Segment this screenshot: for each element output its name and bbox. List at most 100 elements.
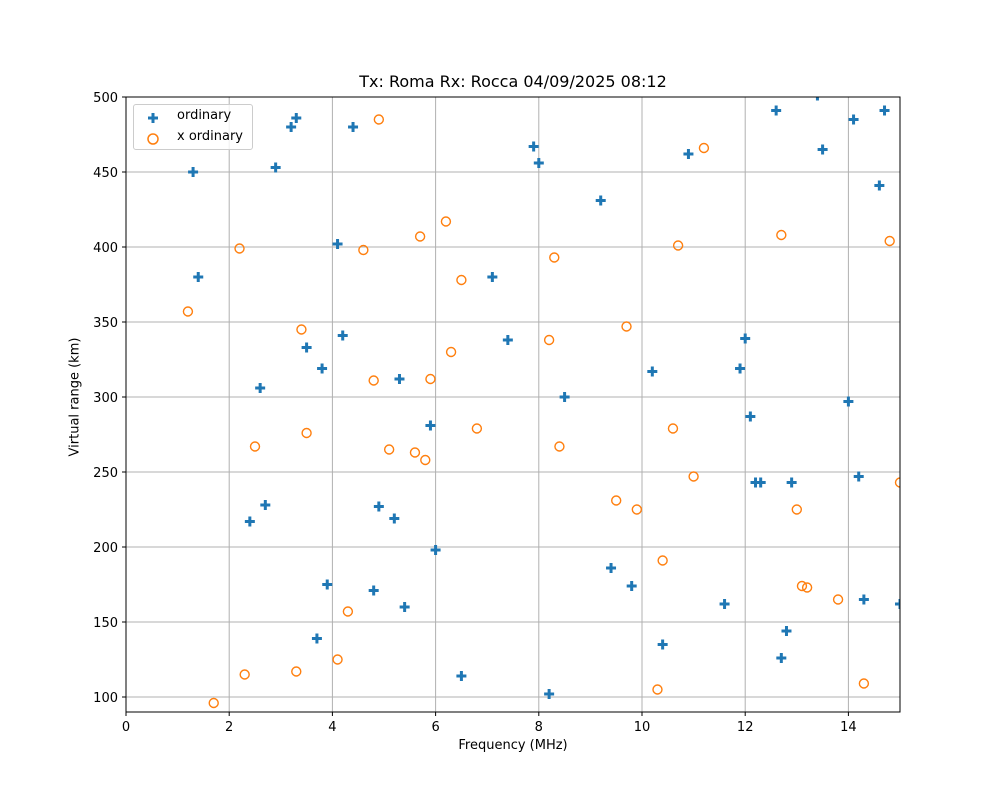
plus-marker-icon xyxy=(843,396,854,407)
plus-marker-icon xyxy=(270,162,281,173)
plus-marker-icon xyxy=(858,594,869,605)
x-tick-label: 6 xyxy=(431,720,439,735)
circle-marker-icon xyxy=(832,594,844,605)
plus-marker-icon xyxy=(786,477,797,488)
legend: ordinary x ordinary xyxy=(133,104,253,150)
plus-marker-icon xyxy=(430,545,441,555)
circle-marker-icon xyxy=(471,423,483,434)
plus-marker-icon xyxy=(683,149,694,159)
plus-marker-icon xyxy=(895,599,900,609)
plus-marker-icon xyxy=(373,501,384,512)
legend-label: ordinary xyxy=(177,108,232,123)
plus-marker-icon xyxy=(817,144,828,155)
plus-marker-icon xyxy=(348,122,359,132)
plus-marker-icon xyxy=(735,363,746,374)
y-tick-label: 200 xyxy=(93,541,118,556)
plus-marker-icon xyxy=(301,342,312,353)
plus-marker-icon xyxy=(148,113,158,123)
plus-marker-icon xyxy=(368,585,379,596)
circle-marker-icon xyxy=(776,229,787,241)
plus-marker-icon xyxy=(559,392,570,402)
circle-marker-icon xyxy=(409,447,421,458)
plus-marker-icon xyxy=(322,579,333,590)
axis-ticks: 0 2 4 6 8 10 12 14 100 150 200 250 300 350 400 450 500 xyxy=(93,91,857,735)
plus-marker-icon xyxy=(332,239,343,249)
plus-marker-icon xyxy=(606,563,617,573)
plus-marker-icon xyxy=(394,374,405,384)
y-axis-label: Virtual range (km) xyxy=(67,337,83,457)
series-x-ordinary xyxy=(182,114,900,709)
x-tick-label: 8 xyxy=(535,720,543,735)
x-axis-label: Frequency (MHz) xyxy=(458,738,568,753)
circle-marker-icon xyxy=(652,684,663,695)
plus-marker-icon xyxy=(812,97,823,101)
x-tick-label: 0 xyxy=(122,720,130,735)
y-tick-label: 100 xyxy=(93,691,118,706)
circle-marker-icon xyxy=(332,654,343,665)
circle-marker-icon xyxy=(425,373,436,385)
series-ordinary xyxy=(188,97,900,699)
plus-marker-icon xyxy=(502,335,513,345)
plus-marker-icon xyxy=(544,689,555,699)
circle-marker-icon xyxy=(657,555,668,566)
circle-marker-icon xyxy=(611,495,622,506)
plus-marker-icon xyxy=(745,411,756,422)
circle-marker-icon xyxy=(445,346,457,358)
circle-marker-icon xyxy=(358,244,369,256)
plus-marker-icon xyxy=(286,122,297,132)
circle-marker-icon xyxy=(858,678,870,689)
legend-item-ordinary: ordinary xyxy=(134,107,252,127)
circle-marker-icon xyxy=(549,252,560,263)
x-tick-label: 12 xyxy=(737,720,754,735)
plus-marker-icon xyxy=(291,113,302,123)
circle-marker-icon xyxy=(182,306,194,317)
plus-marker-icon xyxy=(719,599,730,609)
plus-marker-icon xyxy=(311,633,322,644)
plus-marker-icon xyxy=(771,105,782,116)
circle-marker-icon xyxy=(208,697,219,709)
circle-marker-icon xyxy=(884,235,895,247)
plus-marker-icon xyxy=(595,195,606,206)
circle-marker-icon xyxy=(420,454,431,466)
chart-title: Tx: Roma Rx: Rocca 04/09/2025 08:12 xyxy=(359,72,667,91)
legend-item-x-ordinary: x ordinary xyxy=(134,128,252,148)
plus-marker-icon xyxy=(874,180,885,191)
circle-marker-icon xyxy=(301,427,312,439)
circle-marker-icon xyxy=(239,669,250,680)
plus-marker-icon xyxy=(740,333,751,344)
plus-marker-icon xyxy=(528,141,539,152)
plus-marker-icon xyxy=(879,105,890,116)
x-tick-label: 10 xyxy=(634,720,651,735)
circle-marker-icon xyxy=(796,580,808,592)
y-tick-label: 350 xyxy=(93,316,118,331)
plus-marker-icon xyxy=(260,500,271,510)
plus-marker-icon xyxy=(487,272,498,282)
plus-marker-icon xyxy=(657,639,668,650)
circle-marker-icon xyxy=(456,274,467,286)
plot-frame xyxy=(125,96,901,713)
x-tick-label: 4 xyxy=(328,720,336,735)
plus-marker-icon xyxy=(188,167,199,177)
x-tick-label: 14 xyxy=(840,720,857,735)
circle-marker-icon xyxy=(698,142,710,154)
plus-marker-icon xyxy=(533,158,544,168)
circle-marker-icon xyxy=(440,216,452,227)
y-tick-label: 400 xyxy=(93,241,118,256)
plus-marker-icon xyxy=(244,516,255,527)
y-tick-label: 150 xyxy=(93,616,118,631)
circle-marker-icon xyxy=(543,334,555,346)
circle-marker-icon xyxy=(894,477,900,488)
plus-marker-icon xyxy=(781,626,792,636)
circle-marker-icon xyxy=(234,243,245,254)
circle-marker-icon xyxy=(368,375,379,386)
plus-marker-icon xyxy=(255,383,266,393)
y-tick-label: 450 xyxy=(93,166,118,181)
plus-marker-icon xyxy=(456,671,467,681)
circle-marker-icon xyxy=(373,114,385,125)
grid-lines xyxy=(126,97,900,712)
circle-marker-icon xyxy=(554,441,565,452)
plus-marker-icon xyxy=(399,602,410,612)
circle-marker-icon xyxy=(621,321,632,332)
